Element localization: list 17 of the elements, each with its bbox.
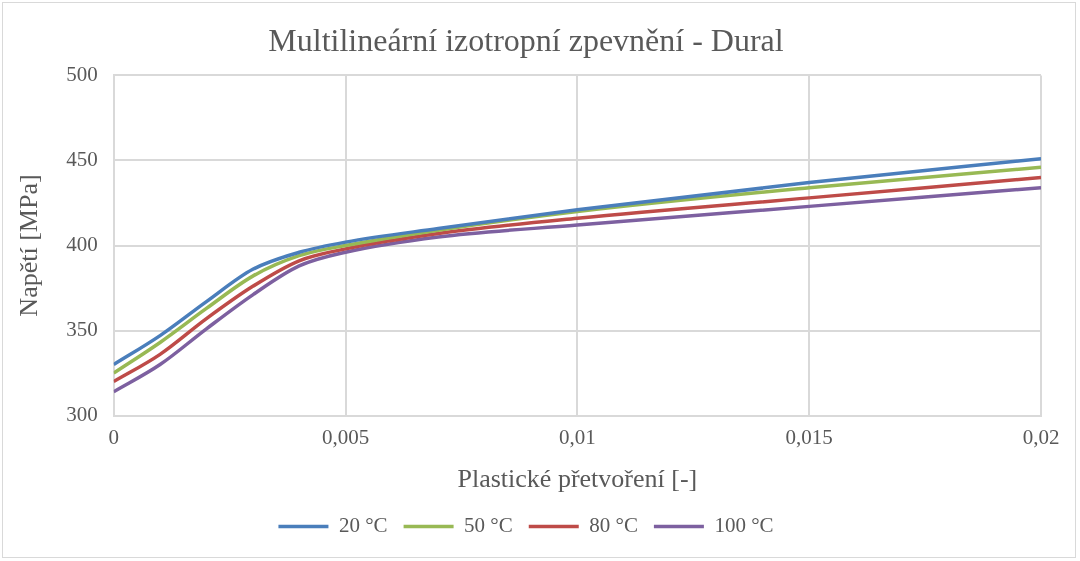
y-tick-label: 350 [66, 317, 98, 342]
x-tick-label: 0,02 [1022, 424, 1060, 449]
legend-label: 20 °C [338, 513, 388, 538]
y-tick-label: 400 [66, 232, 98, 257]
x-tick-label: 0,01 [558, 424, 596, 449]
x-tick-label: 0 [108, 424, 119, 449]
y-tick-label: 300 [66, 402, 98, 427]
x-axis-title: Plastické přetvoření [-] [457, 464, 698, 494]
y-tick-label: 500 [66, 61, 98, 86]
x-tick-label: 0,005 [321, 424, 370, 449]
legend-label: 100 °C [714, 513, 774, 538]
chart-title: Multilineární izotropní zpevnění - Dural [268, 21, 784, 58]
legend-label: 50 °C [464, 513, 513, 538]
legend-label: 80 °C [589, 513, 638, 538]
x-tick-label: 0,015 [785, 424, 833, 449]
y-axis-title: Napětí [MPa] [14, 174, 44, 317]
y-tick-label: 450 [66, 146, 98, 171]
